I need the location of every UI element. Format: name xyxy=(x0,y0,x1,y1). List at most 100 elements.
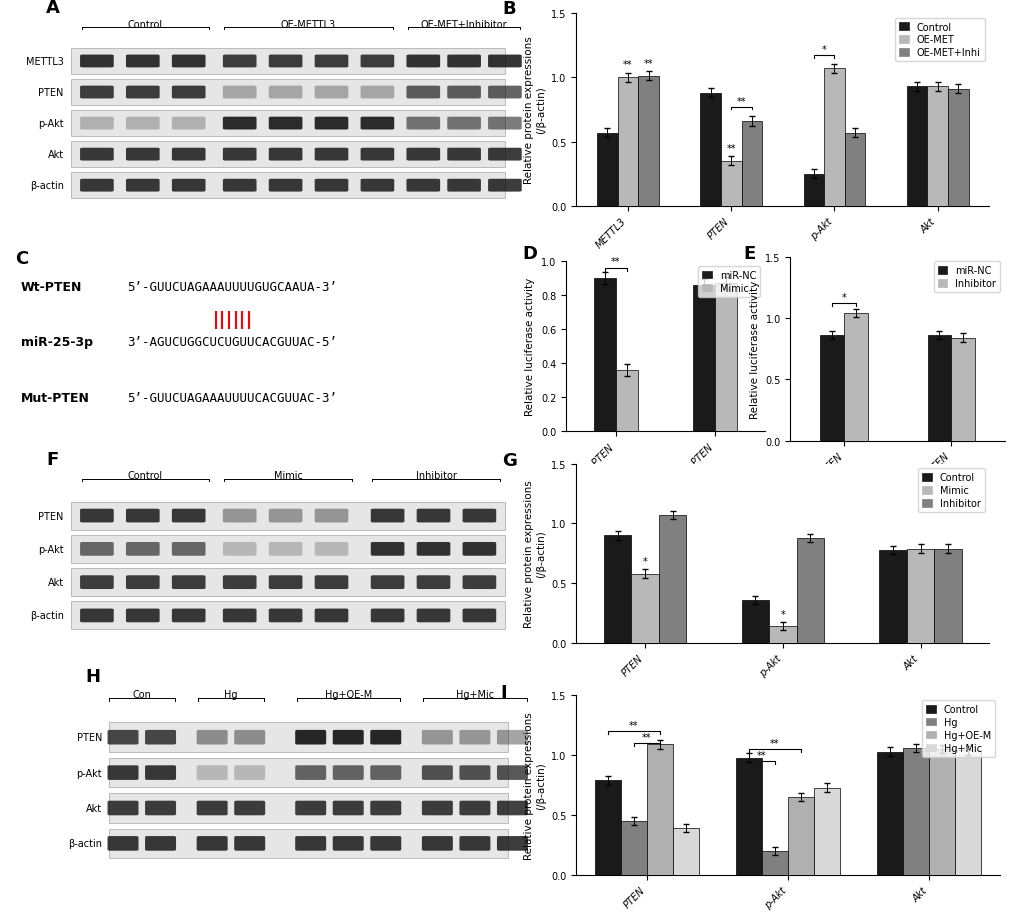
FancyBboxPatch shape xyxy=(223,55,257,68)
FancyBboxPatch shape xyxy=(314,179,348,192)
Bar xyxy=(926,87,948,207)
FancyBboxPatch shape xyxy=(81,509,114,523)
FancyBboxPatch shape xyxy=(459,730,490,744)
Text: PTEN: PTEN xyxy=(39,511,63,521)
Text: Con: Con xyxy=(132,689,151,699)
FancyBboxPatch shape xyxy=(223,118,257,130)
FancyBboxPatch shape xyxy=(447,86,481,99)
FancyBboxPatch shape xyxy=(407,55,440,68)
Text: E: E xyxy=(743,244,755,263)
Bar xyxy=(813,788,839,875)
Text: miR-25-3p: miR-25-3p xyxy=(20,335,93,349)
FancyBboxPatch shape xyxy=(370,730,400,744)
FancyBboxPatch shape xyxy=(417,575,450,589)
Bar xyxy=(844,313,867,441)
Y-axis label: Relative protein expressions
(/β-actin): Relative protein expressions (/β-actin) xyxy=(524,37,545,184)
FancyBboxPatch shape xyxy=(223,86,257,99)
FancyBboxPatch shape xyxy=(172,509,206,523)
FancyBboxPatch shape xyxy=(172,542,206,556)
Text: Hg: Hg xyxy=(224,689,237,699)
Text: OE-METTL3: OE-METTL3 xyxy=(280,19,336,29)
FancyBboxPatch shape xyxy=(314,55,348,68)
FancyBboxPatch shape xyxy=(294,766,326,780)
Legend: miR-NC, Inhibitor: miR-NC, Inhibitor xyxy=(932,262,999,293)
Text: Mimic: Mimic xyxy=(273,471,303,481)
Text: β-actin: β-actin xyxy=(30,181,63,191)
FancyBboxPatch shape xyxy=(361,179,394,192)
FancyBboxPatch shape xyxy=(332,836,364,851)
FancyBboxPatch shape xyxy=(371,609,404,623)
Text: Akt: Akt xyxy=(86,803,102,813)
Bar xyxy=(646,744,673,875)
FancyBboxPatch shape xyxy=(371,575,404,589)
Legend: Control, Mimic, Inhibitor: Control, Mimic, Inhibitor xyxy=(917,469,983,513)
Text: 5’-GUUCUAGAAAUUUUGUGCAAUA-3’: 5’-GUUCUAGAAAUUUUGUGCAAUA-3’ xyxy=(126,280,336,293)
Text: Inhibitor: Inhibitor xyxy=(415,471,457,481)
Text: B: B xyxy=(501,0,515,18)
FancyBboxPatch shape xyxy=(126,118,160,130)
FancyBboxPatch shape xyxy=(370,800,400,815)
FancyBboxPatch shape xyxy=(269,149,302,162)
FancyBboxPatch shape xyxy=(126,179,160,192)
Text: Control: Control xyxy=(127,471,163,481)
FancyBboxPatch shape xyxy=(496,800,528,815)
Text: I: I xyxy=(499,683,506,701)
Y-axis label: Relative protein expressions
(/β-actin): Relative protein expressions (/β-actin) xyxy=(524,480,545,628)
FancyBboxPatch shape xyxy=(71,502,504,530)
FancyBboxPatch shape xyxy=(172,118,206,130)
FancyBboxPatch shape xyxy=(145,766,176,780)
FancyBboxPatch shape xyxy=(463,609,496,623)
FancyBboxPatch shape xyxy=(81,575,114,589)
FancyBboxPatch shape xyxy=(71,80,504,106)
Text: *: * xyxy=(841,292,846,302)
Text: β-actin: β-actin xyxy=(68,838,102,848)
FancyBboxPatch shape xyxy=(269,55,302,68)
FancyBboxPatch shape xyxy=(269,179,302,192)
FancyBboxPatch shape xyxy=(488,55,522,68)
FancyBboxPatch shape xyxy=(234,766,265,780)
FancyBboxPatch shape xyxy=(172,149,206,162)
FancyBboxPatch shape xyxy=(81,542,114,556)
FancyBboxPatch shape xyxy=(71,49,504,75)
FancyBboxPatch shape xyxy=(109,829,507,858)
FancyBboxPatch shape xyxy=(361,149,394,162)
Text: Hg+OE-M: Hg+OE-M xyxy=(324,689,372,699)
Bar xyxy=(761,851,788,875)
FancyBboxPatch shape xyxy=(197,836,227,851)
FancyBboxPatch shape xyxy=(71,142,504,168)
FancyBboxPatch shape xyxy=(459,766,490,780)
FancyBboxPatch shape xyxy=(126,86,160,99)
Bar xyxy=(948,90,968,207)
Bar xyxy=(594,780,621,875)
FancyBboxPatch shape xyxy=(109,758,507,788)
FancyBboxPatch shape xyxy=(197,800,227,815)
FancyBboxPatch shape xyxy=(447,149,481,162)
Bar xyxy=(736,758,761,875)
FancyBboxPatch shape xyxy=(422,730,452,744)
Bar xyxy=(618,78,638,207)
Y-axis label: Relative protein expressions
(/β-actin): Relative protein expressions (/β-actin) xyxy=(524,711,545,859)
FancyBboxPatch shape xyxy=(126,575,160,589)
FancyBboxPatch shape xyxy=(81,149,114,162)
FancyBboxPatch shape xyxy=(314,118,348,130)
FancyBboxPatch shape xyxy=(407,179,440,192)
Bar xyxy=(593,278,615,432)
FancyBboxPatch shape xyxy=(447,118,481,130)
Bar xyxy=(933,549,961,643)
Bar xyxy=(902,748,928,875)
FancyBboxPatch shape xyxy=(371,509,404,523)
FancyBboxPatch shape xyxy=(172,179,206,192)
FancyBboxPatch shape xyxy=(407,149,440,162)
FancyBboxPatch shape xyxy=(407,86,440,99)
Bar xyxy=(741,600,768,643)
FancyBboxPatch shape xyxy=(422,766,452,780)
Bar xyxy=(823,69,844,207)
FancyBboxPatch shape xyxy=(234,730,265,744)
FancyBboxPatch shape xyxy=(447,179,481,192)
FancyBboxPatch shape xyxy=(223,542,257,556)
Legend: miR-NC, Mimic: miR-NC, Mimic xyxy=(698,267,759,298)
FancyBboxPatch shape xyxy=(126,55,160,68)
FancyBboxPatch shape xyxy=(314,149,348,162)
Bar xyxy=(906,87,926,207)
FancyBboxPatch shape xyxy=(422,800,452,815)
